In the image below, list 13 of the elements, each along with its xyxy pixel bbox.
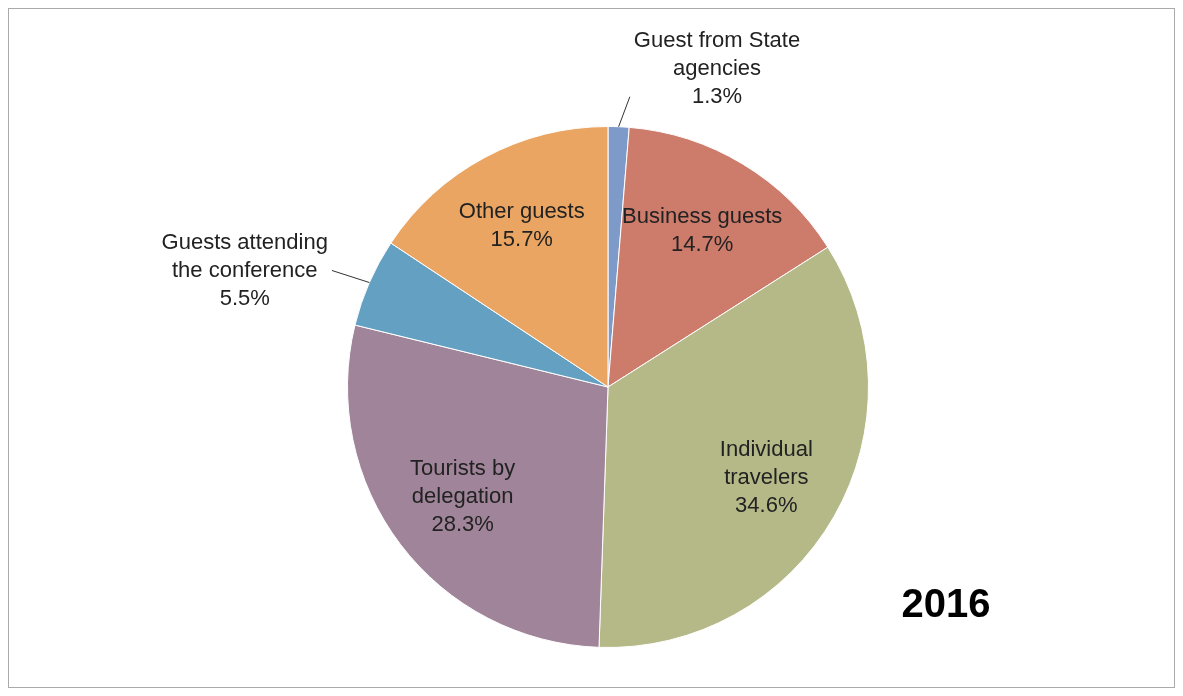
slice-label: Business guests [622,202,783,228]
data-label: 14.7% [671,230,734,256]
data-label: 28.3% [431,511,494,537]
slice-label: Guests attending the conference [161,228,328,282]
text: 2016 [901,581,991,626]
slice-label: Guest from State agencies [633,26,801,80]
data-label: 15.7% [490,226,553,252]
data-label: 34.6% [735,491,798,517]
data-label: 1.3% [691,82,743,108]
slice-label: Individual travelers [719,435,813,489]
data-label: 5.5% [219,284,270,310]
slice-label: Other guests [458,198,585,224]
slice-label: Tourists by delegation [410,455,516,509]
